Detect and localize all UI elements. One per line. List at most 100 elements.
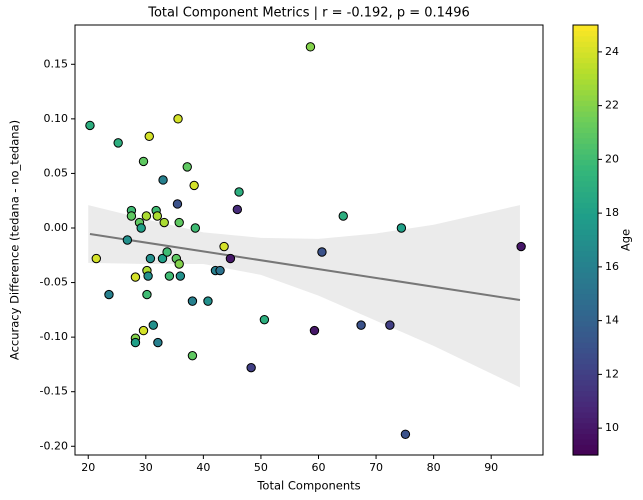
colorbar-segment xyxy=(573,422,598,429)
colorbar-segment xyxy=(573,240,598,246)
point xyxy=(219,241,229,252)
x-tick-label: 60 xyxy=(311,461,325,474)
colorbar-segment xyxy=(573,197,598,203)
colorbar-segment xyxy=(573,164,598,171)
colorbar-segment xyxy=(573,73,598,80)
colorbar-segment xyxy=(573,277,598,284)
y-axis-label: Accuracy Difference (tedana - no_tedana) xyxy=(8,120,22,360)
y-tick-label: 0.15 xyxy=(44,57,69,70)
colorbar-segment xyxy=(573,218,598,225)
colorbar-segment xyxy=(573,309,598,316)
colorbar-tick-label: 16 xyxy=(605,260,619,273)
colorbar-segment xyxy=(573,390,598,397)
point xyxy=(162,247,172,257)
point xyxy=(356,320,366,330)
colorbar-segment xyxy=(573,288,598,295)
colorbar-segment xyxy=(573,379,598,386)
colorbar-segment xyxy=(573,202,598,209)
colorbar-segment xyxy=(573,35,598,42)
y-tick-label: -0.20 xyxy=(40,439,68,452)
point xyxy=(159,217,169,228)
point xyxy=(173,114,183,124)
colorbar-segment xyxy=(573,401,598,408)
colorbar-tick-label: 18 xyxy=(605,206,619,219)
point xyxy=(130,272,141,282)
x-tick-label: 20 xyxy=(81,461,95,474)
colorbar-frame xyxy=(572,24,599,456)
point xyxy=(141,211,152,221)
regression-line xyxy=(89,233,521,302)
colorbar-segment xyxy=(573,175,598,182)
colorbar-label: Age xyxy=(619,229,633,251)
colorbar-segment xyxy=(573,449,598,456)
point xyxy=(259,314,270,325)
y-tick-label: -0.10 xyxy=(40,330,68,343)
colorbar-segment xyxy=(573,30,598,37)
colorbar-segment xyxy=(573,412,598,418)
point xyxy=(338,211,348,221)
colorbar-segment xyxy=(573,143,598,150)
point xyxy=(190,223,201,233)
colorbar-segment xyxy=(573,116,598,123)
point xyxy=(317,247,327,257)
colorbar-segment xyxy=(573,256,598,263)
colorbar-segment xyxy=(573,352,598,359)
point xyxy=(187,296,198,306)
y-tick-label: -0.05 xyxy=(40,276,68,289)
colorbar-segment xyxy=(573,331,598,338)
colorbar-segment xyxy=(573,170,598,177)
colorbar-segment xyxy=(573,105,598,112)
colorbar-tick-label: 14 xyxy=(605,314,619,327)
point xyxy=(182,162,192,172)
colorbar-segment xyxy=(573,46,598,53)
chart-title: Total Component Metrics | r = -0.192, p … xyxy=(147,6,470,21)
point xyxy=(246,362,256,373)
point xyxy=(174,259,184,269)
x-tick-label: 50 xyxy=(254,461,268,474)
colorbar-segment xyxy=(573,148,598,155)
colorbar-segment xyxy=(573,369,598,375)
colorbar-segment xyxy=(573,283,598,289)
colorbar-segment xyxy=(573,180,598,187)
colorbar-segment xyxy=(573,250,598,257)
colorbar-segment xyxy=(573,336,598,343)
colorbar-segment xyxy=(573,132,598,139)
colorbar-segment xyxy=(573,127,598,134)
x-tick-label: 40 xyxy=(196,461,210,474)
point xyxy=(234,187,244,197)
point xyxy=(203,296,213,306)
colorbar-segment xyxy=(573,111,598,117)
colorbar-segment xyxy=(573,213,598,220)
point xyxy=(516,241,526,252)
colorbar-segment xyxy=(573,121,598,128)
colorbar-tick-label: 12 xyxy=(605,367,619,380)
colorbar-segment xyxy=(573,84,598,91)
colorbar-segment xyxy=(573,320,598,327)
x-tick-label: 80 xyxy=(427,461,441,474)
point xyxy=(164,271,175,281)
colorbar-segment xyxy=(573,417,598,424)
colorbar-segment xyxy=(573,100,598,107)
colorbar-segment xyxy=(573,444,598,451)
colorbar-segment xyxy=(573,438,598,445)
colorbar-segment xyxy=(573,234,598,241)
point xyxy=(142,289,152,300)
point xyxy=(152,211,163,221)
point xyxy=(126,211,137,221)
point xyxy=(174,217,184,228)
colorbar-segment xyxy=(573,299,598,306)
colorbar-segment xyxy=(573,159,598,166)
colorbar-segment xyxy=(573,62,598,69)
point xyxy=(138,156,149,167)
x-tick-label: 30 xyxy=(139,461,153,474)
point xyxy=(172,199,183,209)
x-tick-label: 90 xyxy=(484,461,498,474)
x-tick-label: 70 xyxy=(369,461,383,474)
colorbar-segment xyxy=(573,68,598,74)
point xyxy=(158,175,168,185)
y-tick-label: 0.10 xyxy=(44,112,69,125)
point xyxy=(157,253,168,264)
colorbar-segment xyxy=(573,363,598,370)
colorbar-segment xyxy=(573,51,598,58)
colorbar-segment xyxy=(573,406,598,413)
